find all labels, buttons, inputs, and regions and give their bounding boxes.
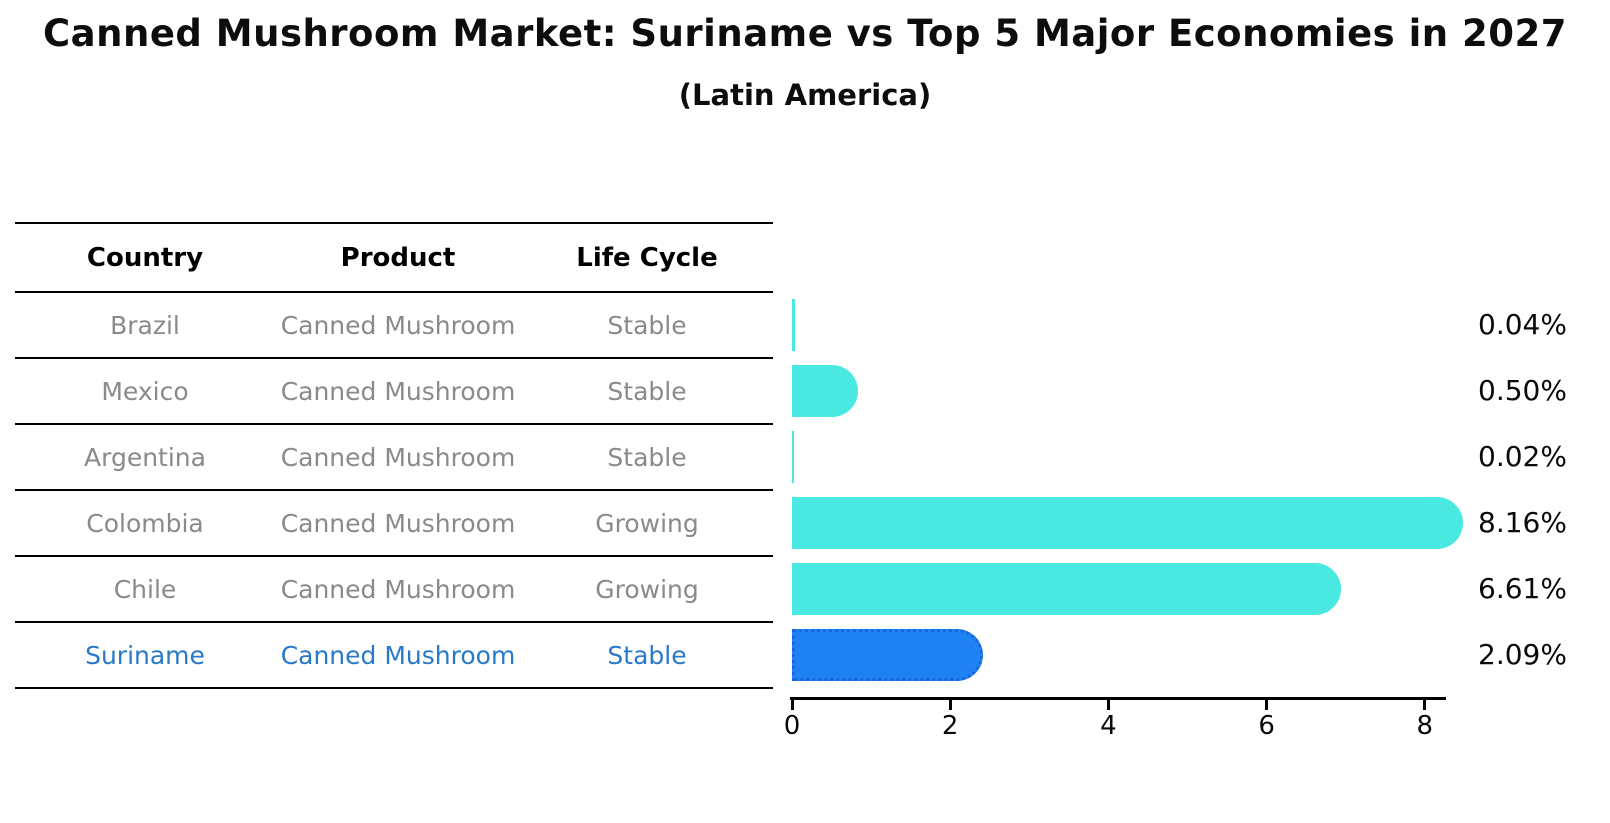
cell-product: Canned Mushroom <box>280 310 516 340</box>
value-label-brazil: 0.04% <box>1478 308 1567 341</box>
chart-subtitle: (Latin America) <box>678 78 932 112</box>
bar-brazil <box>792 299 796 351</box>
cell-country: Colombia <box>86 508 204 538</box>
cell-product: Canned Mushroom <box>280 508 516 538</box>
value-label-chile: 6.61% <box>1478 572 1567 605</box>
cell-country: Chile <box>113 574 177 604</box>
x-axis-tickmark-2 <box>948 699 952 710</box>
bar-mexico <box>792 365 858 417</box>
cell-product: Canned Mushroom <box>280 574 516 604</box>
table-row-chile: Chile Canned Mushroom Growing <box>15 557 773 623</box>
x-axis-tickmark-6 <box>1265 699 1269 710</box>
value-label-mexico: 0.50% <box>1478 374 1567 407</box>
bar-colombia <box>792 497 1464 549</box>
table-row-mexico: Mexico Canned Mushroom Stable <box>15 359 773 425</box>
table-header-row: Country Product Life Cycle <box>15 224 773 293</box>
chart-title: Canned Mushroom Market: Suriname vs Top … <box>43 12 1567 55</box>
column-header-product: Product <box>340 242 456 273</box>
column-header-life-cycle: Life Cycle <box>576 242 718 273</box>
bar-suriname <box>792 629 984 681</box>
cell-country: Argentina <box>84 442 206 472</box>
bar-chile <box>792 563 1341 615</box>
x-axis-tickmark-8 <box>1423 699 1427 710</box>
x-axis-ticklabel-8: 8 <box>1416 711 1434 741</box>
cell-life-cycle: Stable <box>607 376 687 406</box>
value-label-argentina: 0.02% <box>1478 440 1567 473</box>
table-body: Brazil Canned Mushroom Stable Mexico Can… <box>15 293 773 689</box>
cell-life-cycle: Stable <box>607 640 687 670</box>
cell-life-cycle: Growing <box>595 574 699 604</box>
cell-life-cycle: Stable <box>607 310 687 340</box>
value-label-colombia: 8.16% <box>1478 506 1567 539</box>
cell-life-cycle: Growing <box>595 508 699 538</box>
x-axis-ticklabel-4: 4 <box>1100 711 1117 741</box>
table-row-suriname: Suriname Canned Mushroom Stable <box>15 623 773 689</box>
value-label-suriname: 2.09% <box>1478 638 1567 671</box>
x-axis-tickmark-4 <box>1106 699 1110 710</box>
country-table: Country Product Life Cycle Brazil Canned… <box>15 222 773 689</box>
table-row-argentina: Argentina Canned Mushroom Stable <box>15 425 773 491</box>
x-axis-ticklabel-6: 6 <box>1258 711 1275 741</box>
cell-product: Canned Mushroom <box>280 442 516 472</box>
cell-country: Mexico <box>101 376 189 406</box>
x-axis-line <box>790 697 1446 700</box>
cell-life-cycle: Stable <box>607 442 687 472</box>
x-axis-tickmark-0 <box>790 699 794 710</box>
table-row-colombia: Colombia Canned Mushroom Growing <box>15 491 773 557</box>
cell-country: Suriname <box>85 640 205 670</box>
column-header-country: Country <box>86 242 204 273</box>
cell-product: Canned Mushroom <box>280 640 516 670</box>
cell-country: Brazil <box>110 310 180 340</box>
x-axis-ticklabel-2: 2 <box>941 711 959 741</box>
table-row-brazil: Brazil Canned Mushroom Stable <box>15 293 773 359</box>
x-axis-ticklabel-0: 0 <box>783 711 801 741</box>
cell-product: Canned Mushroom <box>280 376 516 406</box>
bar-argentina <box>792 431 794 483</box>
